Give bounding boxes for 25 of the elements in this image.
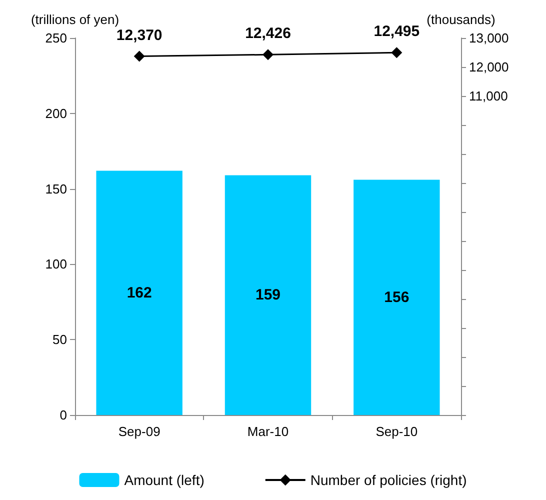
bar bbox=[224, 175, 312, 415]
data-label: 12,426 bbox=[245, 25, 291, 42]
bar bbox=[354, 180, 440, 415]
data-label: 156 bbox=[384, 288, 410, 306]
data-label: 12,370 bbox=[116, 26, 162, 44]
y-axis-title: (trillions of yen) bbox=[30, 12, 120, 27]
y2-tick-label: 12,000 bbox=[469, 60, 509, 74]
y-tick-label: 50 bbox=[52, 332, 67, 348]
x-tick-label: Sep-09 bbox=[118, 424, 160, 439]
x-tick-label: Sep-10 bbox=[376, 424, 418, 439]
y-tick-label: 0 bbox=[60, 408, 67, 422]
y2-tick-label: 13,000 bbox=[469, 30, 509, 46]
y-tick-label: 150 bbox=[45, 181, 67, 196]
y2-tick-label: 11,000 bbox=[469, 88, 508, 104]
y-tick-label: 200 bbox=[45, 106, 67, 121]
legend-label: Amount (left) bbox=[124, 472, 204, 488]
bar bbox=[96, 170, 182, 415]
y-tick-label: 250 bbox=[45, 30, 67, 46]
y-tick-label: 100 bbox=[45, 256, 67, 272]
data-label: 12,495 bbox=[374, 23, 420, 40]
x-tick-label: Mar-10 bbox=[247, 424, 289, 439]
legend-label: Number of policies (right) bbox=[310, 472, 467, 488]
data-label: 159 bbox=[255, 286, 281, 304]
y2-axis-title: (thousands) bbox=[426, 12, 496, 27]
data-label: 162 bbox=[126, 284, 152, 302]
